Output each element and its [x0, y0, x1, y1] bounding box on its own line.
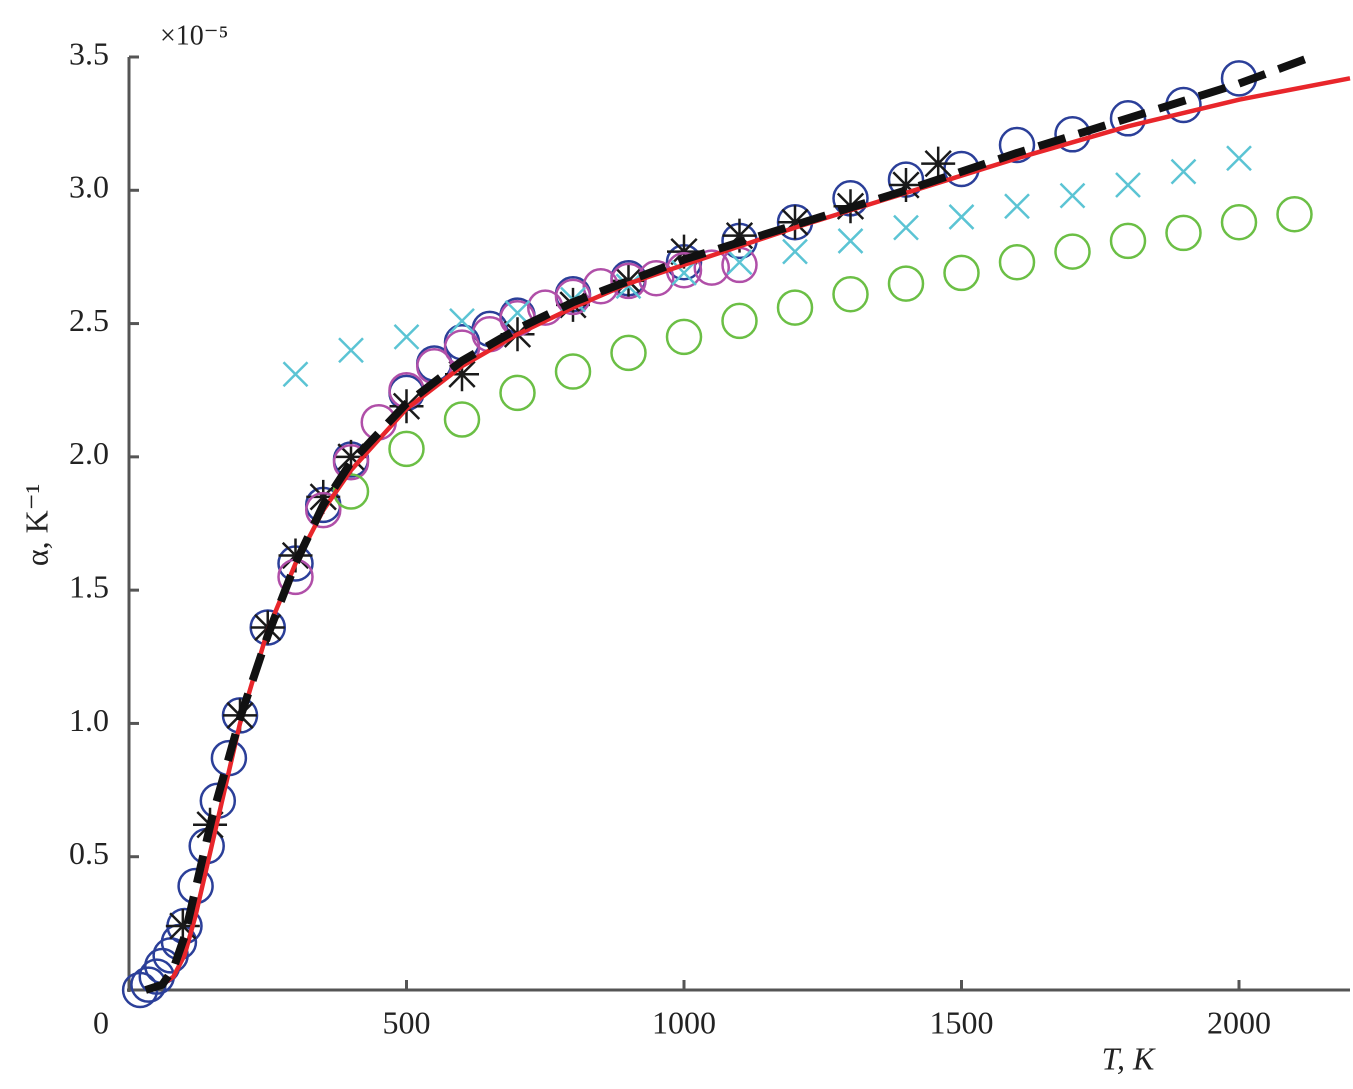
- asterisk-marker: [445, 357, 479, 392]
- x-marker: [671, 260, 697, 286]
- circle-marker: [776, 289, 814, 326]
- y-tick-label: 1.5: [69, 568, 109, 604]
- asterisk-marker: [722, 218, 757, 253]
- asterisk-marker: [667, 234, 701, 269]
- x-marker: [1170, 158, 1197, 185]
- circle-marker: [1109, 222, 1147, 260]
- circle-marker: [998, 126, 1036, 164]
- circle-marker: [443, 401, 481, 438]
- x-tick-label: 1500: [930, 1004, 994, 1040]
- circle-marker: [1220, 204, 1258, 241]
- y-tick-label: 2.5: [69, 302, 109, 338]
- x-marker: [1059, 182, 1086, 209]
- circle-marker: [1165, 214, 1202, 252]
- circle-marker: [943, 254, 980, 292]
- asterisk-marker: [334, 439, 368, 474]
- y-tick-label: 1.0: [69, 702, 109, 738]
- series-line: [144, 53, 1313, 994]
- y-tick-label: 2.0: [69, 435, 109, 471]
- circle-marker: [665, 318, 703, 356]
- circle-marker: [1276, 196, 1313, 233]
- x-tick-label: 1000: [652, 1004, 716, 1040]
- x-marker: [948, 204, 975, 230]
- x-marker: [837, 228, 864, 254]
- x-marker: [1115, 172, 1141, 198]
- x-marker: [393, 324, 420, 350]
- circle-marker: [1054, 233, 1091, 270]
- circle-marker: [1109, 100, 1147, 137]
- series-line: [160, 76, 1351, 987]
- asterisk-marker: [611, 263, 646, 298]
- x-axis-label: T, K: [1102, 1040, 1156, 1076]
- y-tick-label: 3.5: [69, 35, 109, 71]
- circle-marker: [721, 302, 758, 340]
- x-marker: [282, 361, 309, 388]
- circle-marker: [610, 262, 647, 300]
- asterisk-marker: [889, 167, 923, 202]
- circle-marker: [554, 278, 592, 316]
- circle-marker: [554, 353, 592, 390]
- circle-marker: [305, 491, 342, 529]
- circle-marker: [610, 334, 647, 372]
- circle-marker: [832, 275, 869, 313]
- x-marker: [726, 249, 753, 276]
- x-marker: [782, 238, 808, 265]
- x-marker: [449, 308, 475, 334]
- circle-marker: [388, 430, 425, 468]
- x-marker: [338, 337, 364, 364]
- x-marker: [1004, 193, 1030, 220]
- x-marker: [615, 273, 642, 300]
- asterisk-marker: [778, 205, 812, 240]
- asterisk-marker: [921, 146, 956, 181]
- circle-marker: [693, 249, 730, 286]
- x-marker: [893, 214, 919, 241]
- circle-marker: [332, 443, 370, 481]
- circle-marker: [499, 374, 536, 412]
- y-tick-label: 0.5: [69, 835, 109, 871]
- y-axis-label: α, K⁻¹: [18, 484, 54, 566]
- x-marker: [1226, 145, 1252, 172]
- circle-marker: [998, 244, 1036, 281]
- asterisk-marker: [165, 909, 200, 944]
- asterisk-marker: [306, 479, 341, 514]
- x-tick-label: 0: [93, 1004, 109, 1040]
- circle-marker: [887, 265, 925, 302]
- axis-multiplier: ×10⁻⁵: [160, 20, 228, 51]
- y-tick-label: 3.0: [69, 169, 109, 205]
- x-tick-label: 500: [383, 1004, 431, 1040]
- x-tick-label: 2000: [1207, 1004, 1271, 1040]
